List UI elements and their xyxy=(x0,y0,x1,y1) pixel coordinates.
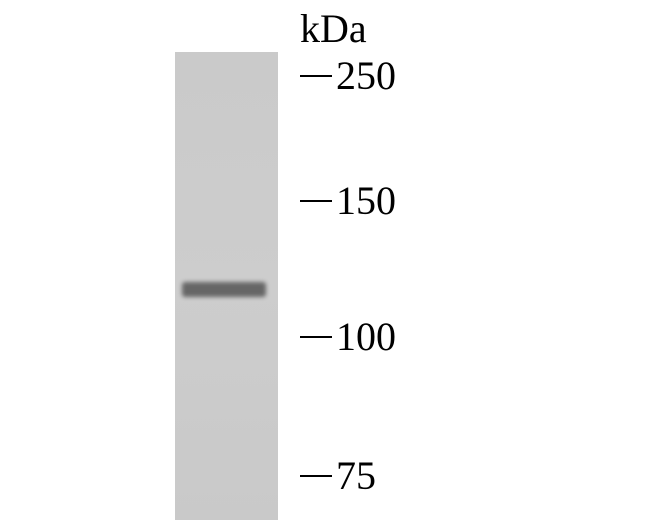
blot-band-0 xyxy=(182,282,266,297)
marker-label-100: 100 xyxy=(336,313,396,360)
marker-tick-100 xyxy=(300,336,332,338)
marker-label-150: 150 xyxy=(336,177,396,224)
blot-figure: kDa 250 150 100 75 xyxy=(0,0,650,520)
marker-label-75: 75 xyxy=(336,452,376,499)
marker-tick-150 xyxy=(300,200,332,202)
marker-tick-75 xyxy=(300,475,332,477)
marker-tick-250 xyxy=(300,75,332,77)
unit-label: kDa xyxy=(300,5,367,52)
marker-label-250: 250 xyxy=(336,52,396,99)
